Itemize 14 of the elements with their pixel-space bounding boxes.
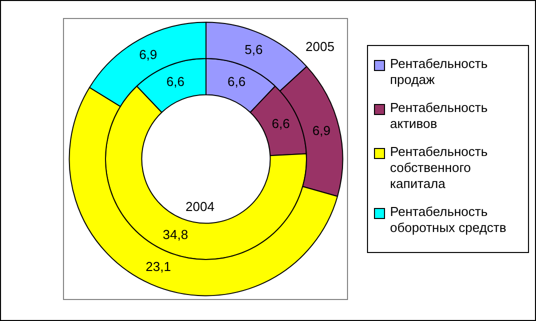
slice-label: 2005 <box>306 39 334 54</box>
slice-label: 2004 <box>186 198 214 214</box>
data-label: 5,6 <box>244 42 263 57</box>
data-label: 6,9 <box>139 47 158 62</box>
legend-label: Рентабельность оборотных средств <box>390 204 508 236</box>
data-label: 6,6 <box>272 116 290 132</box>
legend-label: Рентабельность продаж <box>390 56 489 88</box>
data-label: 6,6 <box>166 74 185 90</box>
data-label: 34,8 <box>162 227 188 242</box>
legend-label: Рентабельность собственного капитала <box>390 144 489 192</box>
data-label: 6,9 <box>312 123 330 138</box>
legend-label: Рентабельность активов <box>390 100 489 132</box>
data-label: 6,6 <box>227 74 246 90</box>
data-label: 23,1 <box>146 259 171 274</box>
